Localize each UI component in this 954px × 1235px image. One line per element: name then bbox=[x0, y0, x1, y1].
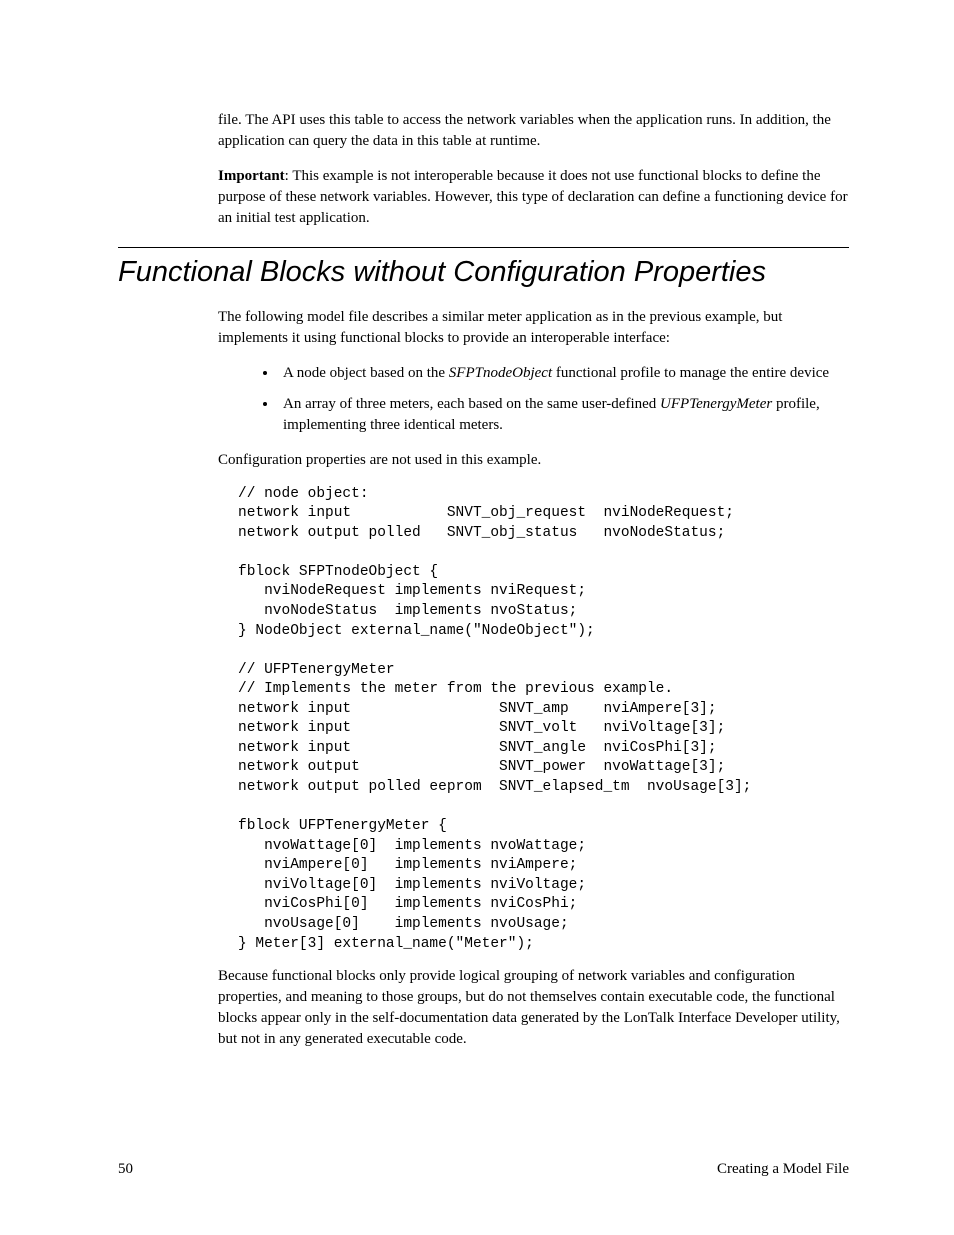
code-block: // node object: network input SNVT_obj_r… bbox=[238, 485, 849, 955]
bullet-list: A node object based on the SFPTnodeObjec… bbox=[218, 363, 849, 436]
body-column: file. The API uses this table to access … bbox=[218, 110, 849, 229]
bullet1-b: functional profile to manage the entire … bbox=[552, 365, 829, 381]
bullet1-a: A node object based on the bbox=[283, 365, 449, 381]
list-item: An array of three meters, each based on … bbox=[278, 394, 849, 436]
section-title: Functional Blocks without Configuration … bbox=[118, 252, 849, 293]
important-paragraph: Important: This example is not interoper… bbox=[218, 166, 849, 229]
bullet1-italic: SFPTnodeObject bbox=[449, 365, 552, 381]
page-number: 50 bbox=[118, 1159, 133, 1180]
closing-paragraph: Because functional blocks only provide l… bbox=[218, 966, 849, 1050]
bullet2-italic: UFPTenergyMeter bbox=[660, 396, 772, 412]
intro-continuation-paragraph: file. The API uses this table to access … bbox=[218, 110, 849, 152]
important-text: : This example is not interoperable beca… bbox=[218, 168, 848, 226]
section-body: The following model file describes a sim… bbox=[218, 307, 849, 1051]
bullet2-a: An array of three meters, each based on … bbox=[283, 396, 660, 412]
config-properties-paragraph: Configuration properties are not used in… bbox=[218, 450, 849, 471]
list-item: A node object based on the SFPTnodeObjec… bbox=[278, 363, 849, 384]
page: file. The API uses this table to access … bbox=[0, 0, 954, 1235]
section-divider bbox=[118, 247, 849, 248]
section-intro-paragraph: The following model file describes a sim… bbox=[218, 307, 849, 349]
footer-title: Creating a Model File bbox=[717, 1159, 849, 1180]
important-label: Important bbox=[218, 168, 285, 184]
page-footer: 50 Creating a Model File bbox=[118, 1159, 849, 1180]
